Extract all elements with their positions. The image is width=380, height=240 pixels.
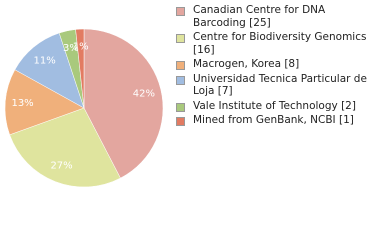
legend-item: Centre for Biodiversity Genomics [16] bbox=[174, 31, 374, 56]
slice-label: 42% bbox=[133, 88, 155, 99]
pie-slice bbox=[75, 28, 85, 109]
legend-swatch bbox=[176, 117, 185, 126]
legend-item: Vale Institute of Technology [2] bbox=[174, 100, 374, 113]
legend-swatch bbox=[176, 7, 185, 16]
slice-label: 3% bbox=[63, 43, 79, 54]
legend-label: Canadian Centre for DNA Barcoding [25] bbox=[193, 4, 326, 29]
legend-swatch bbox=[176, 75, 185, 85]
slice-label: 27% bbox=[50, 160, 72, 171]
pie-slice bbox=[9, 107, 121, 188]
slice-label: 11% bbox=[34, 56, 56, 67]
legend-label: Macrogen, Korea [8] bbox=[193, 58, 300, 70]
legend-label: Centre for Biodiversity Genomics [16] bbox=[193, 31, 367, 56]
pie-slice bbox=[4, 69, 85, 136]
legend-item: Mined from GenBank, NCBI [1] bbox=[174, 114, 374, 127]
legend-item: Macrogen, Korea [8] bbox=[174, 58, 374, 71]
legend-item: Universidad Tecnica Particular de Loja [… bbox=[174, 73, 374, 98]
legend-swatch bbox=[176, 34, 185, 43]
slice-label: 1% bbox=[73, 41, 89, 52]
slice-label: 13% bbox=[11, 98, 33, 109]
legend-item: Canadian Centre for DNA Barcoding [25] bbox=[174, 4, 374, 29]
legend: Canadian Centre for DNA Barcoding [25] Ce… bbox=[174, 4, 374, 129]
legend-label: Mined from GenBank, NCBI [1] bbox=[193, 114, 354, 126]
pie-slice bbox=[83, 28, 164, 179]
pie-area: 42% 27% 13% 11% 3%1% bbox=[4, 28, 164, 188]
legend-label: Vale Institute of Technology [2] bbox=[193, 99, 356, 112]
legend-label: Universidad Tecnica Particular de Loja [… bbox=[193, 72, 367, 98]
legend-swatch bbox=[176, 102, 185, 112]
legend-swatch bbox=[176, 61, 185, 70]
